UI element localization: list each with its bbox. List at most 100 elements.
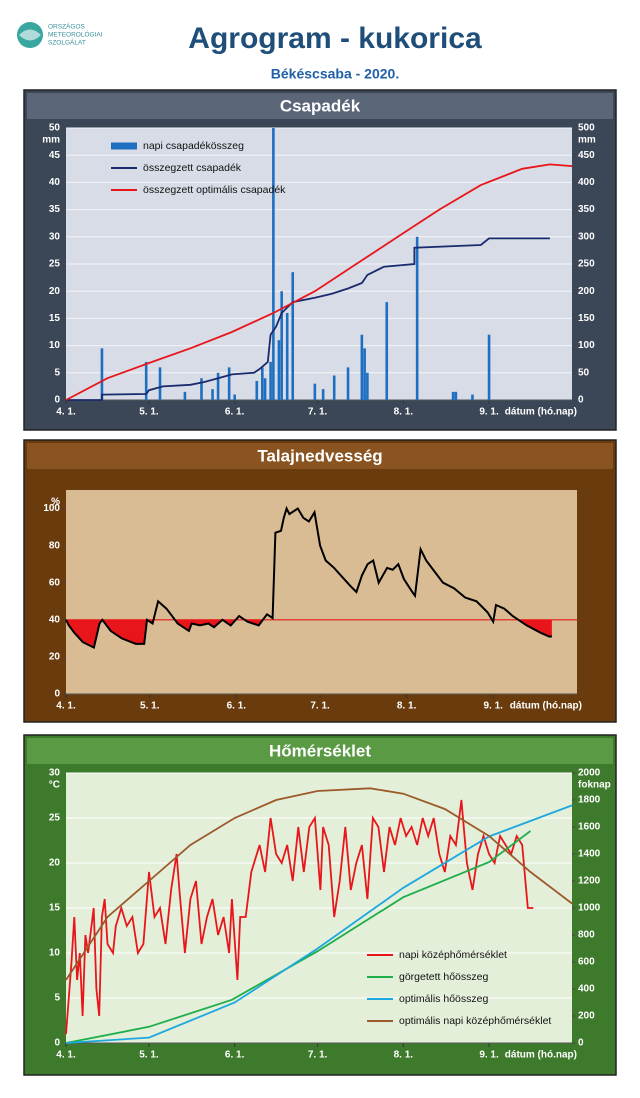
x-tick-label: 4. 1.: [56, 407, 76, 418]
y2-tick-label: 100: [578, 340, 595, 351]
bar: [291, 272, 295, 400]
x-tick-label: 4. 1.: [56, 701, 76, 712]
x-tick-label: 6. 1.: [227, 701, 247, 712]
x-tick-label: 6. 1.: [225, 1050, 245, 1061]
bar: [363, 348, 366, 400]
x-tick-label: 5. 1.: [140, 701, 160, 712]
logo-mark: [19, 29, 41, 41]
bar: [360, 334, 364, 400]
deficit-area: [66, 619, 552, 648]
chart-title: Talajnedvesség: [257, 446, 382, 465]
y2-tick-label: 600: [578, 957, 595, 968]
panel-title-band: [27, 443, 613, 469]
legend-label: összegzett csapadék: [143, 162, 242, 174]
bar: [277, 340, 281, 400]
x-tick-label: 9. 1.: [479, 407, 499, 418]
y-tick-label: 45: [49, 150, 61, 161]
x-tick-label: 9. 1.: [483, 701, 503, 712]
bar: [269, 361, 272, 400]
y-tick-label: 15: [49, 903, 61, 914]
y2-axis-label: mm: [578, 135, 596, 146]
y-tick-label: 30: [49, 231, 61, 242]
bar: [144, 361, 148, 400]
chart-title: Csapadék: [280, 96, 361, 115]
y-tick-label: 0: [54, 689, 60, 700]
bar: [100, 348, 104, 400]
y-tick-label: 15: [49, 313, 61, 324]
line: [65, 799, 534, 1035]
bar: [454, 391, 458, 400]
bar: [313, 383, 317, 400]
logo-text: METEOROLÓGIAI: [48, 30, 103, 39]
y2-tick-label: 1600: [578, 822, 601, 833]
line: [66, 237, 550, 401]
y2-tick-label: 400: [578, 177, 595, 188]
legend-label: optimális hőösszeg: [399, 993, 488, 1005]
y2-tick-label: 450: [578, 150, 595, 161]
bar: [216, 372, 220, 400]
legend-label: optimális napi középhőmérséklet: [399, 1015, 551, 1027]
bar: [471, 394, 474, 400]
y2-tick-label: 50: [578, 367, 590, 378]
bar: [385, 302, 389, 400]
bar: [255, 380, 259, 400]
x-tick-label: 8. 1.: [394, 407, 414, 418]
y-tick-label: 0: [54, 1038, 60, 1049]
bar: [366, 372, 369, 400]
x-tick-label: 5. 1.: [139, 407, 159, 418]
y-tick-label: 60: [49, 577, 61, 588]
y2-tick-label: 0: [578, 395, 584, 406]
bar: [451, 391, 455, 400]
y2-tick-label: 250: [578, 259, 595, 270]
y-tick-label: 40: [49, 614, 61, 625]
y-tick-label: 40: [49, 177, 61, 188]
bar: [261, 367, 264, 400]
logo-text: ORSZÁGOS: [48, 22, 86, 31]
y-tick-label: 5: [54, 367, 60, 378]
line: [65, 830, 532, 1044]
y-axis-label: %: [51, 497, 60, 508]
plot-area: [66, 490, 577, 694]
y2-axis-label: foknap: [578, 780, 611, 791]
panel-title-band: [27, 738, 613, 764]
y2-tick-label: 1200: [578, 876, 601, 887]
x-axis-label: dátum (hó.nap): [510, 701, 582, 712]
legend-label: összegzett optimális csapadék: [143, 184, 286, 196]
x-tick-label: 8. 1.: [394, 1050, 414, 1061]
y2-tick-label: 150: [578, 313, 595, 324]
chart-title: Hőmérséklet: [269, 741, 371, 760]
y-tick-label: 10: [49, 340, 61, 351]
x-axis-label: dátum (hó.nap): [505, 407, 577, 418]
y2-tick-label: 800: [578, 930, 595, 941]
bar: [183, 391, 187, 400]
x-tick-label: 5. 1.: [139, 1050, 159, 1061]
y-tick-label: 30: [49, 768, 61, 779]
x-tick-label: 4. 1.: [56, 1050, 76, 1061]
bar: [280, 291, 283, 400]
y-tick-label: 25: [49, 259, 61, 270]
y2-tick-label: 2000: [578, 768, 601, 779]
y-tick-label: 0: [54, 395, 60, 406]
y-tick-label: 25: [49, 813, 61, 824]
logo-text: SZOLGÁLAT: [48, 38, 86, 47]
x-tick-label: 7. 1.: [310, 701, 330, 712]
page-title: Agrogram - kukorica: [188, 22, 482, 55]
y-tick-label: 10: [49, 948, 61, 959]
y-tick-label: 20: [49, 652, 61, 663]
bar: [332, 375, 336, 400]
bar: [321, 389, 325, 400]
bar: [263, 378, 267, 400]
y-tick-label: 50: [49, 123, 61, 134]
y2-tick-label: 300: [578, 231, 595, 242]
page-subtitle: Békéscsaba - 2020.: [271, 66, 399, 82]
bar: [415, 236, 419, 400]
legend-label: napi csapadékösszeg: [143, 140, 244, 152]
y2-tick-label: 1000: [578, 903, 601, 914]
bar: [487, 334, 491, 400]
legend-swatch: [111, 142, 137, 150]
bar: [158, 367, 162, 400]
y-tick-label: 5: [54, 993, 60, 1004]
y-axis-label: mm: [42, 135, 60, 146]
y-axis-label: °C: [49, 780, 60, 791]
legend-label: görgetett hőösszeg: [399, 971, 488, 983]
